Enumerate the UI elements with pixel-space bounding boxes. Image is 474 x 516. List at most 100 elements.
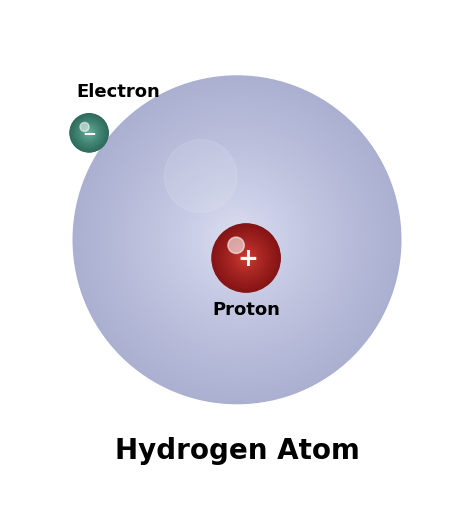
Circle shape: [70, 114, 108, 152]
Circle shape: [223, 235, 269, 281]
Circle shape: [87, 131, 91, 135]
Circle shape: [152, 155, 322, 325]
Circle shape: [73, 117, 105, 149]
Circle shape: [228, 240, 264, 276]
Circle shape: [78, 122, 100, 143]
Circle shape: [236, 238, 238, 241]
Circle shape: [94, 96, 380, 383]
Circle shape: [219, 222, 255, 257]
Circle shape: [144, 147, 330, 333]
Circle shape: [109, 111, 365, 368]
Circle shape: [245, 256, 248, 260]
Circle shape: [106, 109, 368, 371]
Circle shape: [139, 141, 335, 338]
Circle shape: [158, 160, 316, 319]
Circle shape: [128, 131, 346, 349]
Circle shape: [96, 99, 378, 380]
Circle shape: [222, 225, 252, 255]
Circle shape: [110, 113, 364, 367]
Circle shape: [203, 206, 271, 274]
Circle shape: [84, 128, 94, 138]
Circle shape: [73, 116, 106, 150]
Circle shape: [71, 115, 108, 151]
Circle shape: [132, 135, 342, 345]
Circle shape: [83, 127, 95, 139]
Circle shape: [234, 246, 258, 270]
Circle shape: [77, 120, 101, 146]
Circle shape: [225, 228, 249, 252]
Circle shape: [88, 132, 90, 134]
Circle shape: [88, 131, 91, 135]
Circle shape: [88, 91, 386, 389]
Circle shape: [166, 169, 308, 311]
Circle shape: [219, 231, 273, 285]
Circle shape: [156, 159, 318, 320]
Circle shape: [70, 114, 108, 152]
Text: +: +: [237, 247, 258, 271]
Circle shape: [90, 92, 384, 387]
Circle shape: [173, 175, 301, 304]
Circle shape: [177, 180, 297, 300]
Circle shape: [77, 80, 397, 399]
Circle shape: [212, 215, 262, 264]
Circle shape: [141, 144, 333, 335]
Circle shape: [199, 202, 275, 278]
Circle shape: [86, 130, 92, 136]
Circle shape: [184, 187, 290, 293]
Circle shape: [99, 102, 375, 378]
Circle shape: [175, 179, 299, 301]
Circle shape: [218, 221, 256, 259]
Circle shape: [92, 95, 382, 384]
Circle shape: [220, 232, 272, 284]
Circle shape: [224, 236, 268, 280]
Circle shape: [117, 120, 357, 360]
Circle shape: [228, 239, 265, 277]
Circle shape: [130, 133, 344, 346]
Circle shape: [211, 214, 263, 266]
Circle shape: [216, 228, 276, 288]
Circle shape: [219, 231, 273, 285]
Circle shape: [127, 129, 347, 350]
Circle shape: [243, 254, 249, 262]
Circle shape: [163, 166, 311, 314]
Circle shape: [118, 121, 356, 359]
Circle shape: [223, 226, 251, 253]
Circle shape: [217, 229, 275, 287]
Circle shape: [214, 225, 279, 291]
Circle shape: [201, 204, 273, 276]
Text: Proton: Proton: [212, 301, 280, 319]
Text: −: −: [82, 124, 96, 142]
Circle shape: [227, 239, 265, 277]
Circle shape: [181, 184, 293, 296]
Circle shape: [95, 98, 379, 382]
Circle shape: [206, 208, 268, 271]
Circle shape: [119, 122, 355, 357]
Circle shape: [242, 254, 250, 262]
Circle shape: [195, 198, 279, 282]
Circle shape: [196, 199, 278, 281]
Circle shape: [193, 196, 281, 283]
Text: Hydrogen Atom: Hydrogen Atom: [115, 438, 359, 465]
Circle shape: [71, 115, 107, 151]
Circle shape: [155, 158, 319, 321]
Circle shape: [129, 132, 345, 348]
Circle shape: [143, 146, 331, 334]
Circle shape: [237, 249, 255, 267]
Circle shape: [207, 210, 267, 270]
Circle shape: [244, 256, 248, 260]
Circle shape: [170, 173, 304, 307]
Circle shape: [220, 232, 272, 284]
Circle shape: [87, 131, 91, 135]
Circle shape: [236, 248, 256, 268]
Circle shape: [85, 88, 389, 391]
Circle shape: [76, 120, 102, 146]
Circle shape: [86, 130, 92, 136]
Circle shape: [75, 119, 103, 147]
Circle shape: [159, 162, 315, 318]
Circle shape: [188, 190, 286, 289]
Circle shape: [230, 242, 262, 274]
Circle shape: [78, 122, 100, 144]
Circle shape: [72, 116, 107, 150]
Circle shape: [222, 234, 270, 282]
Circle shape: [241, 253, 251, 263]
